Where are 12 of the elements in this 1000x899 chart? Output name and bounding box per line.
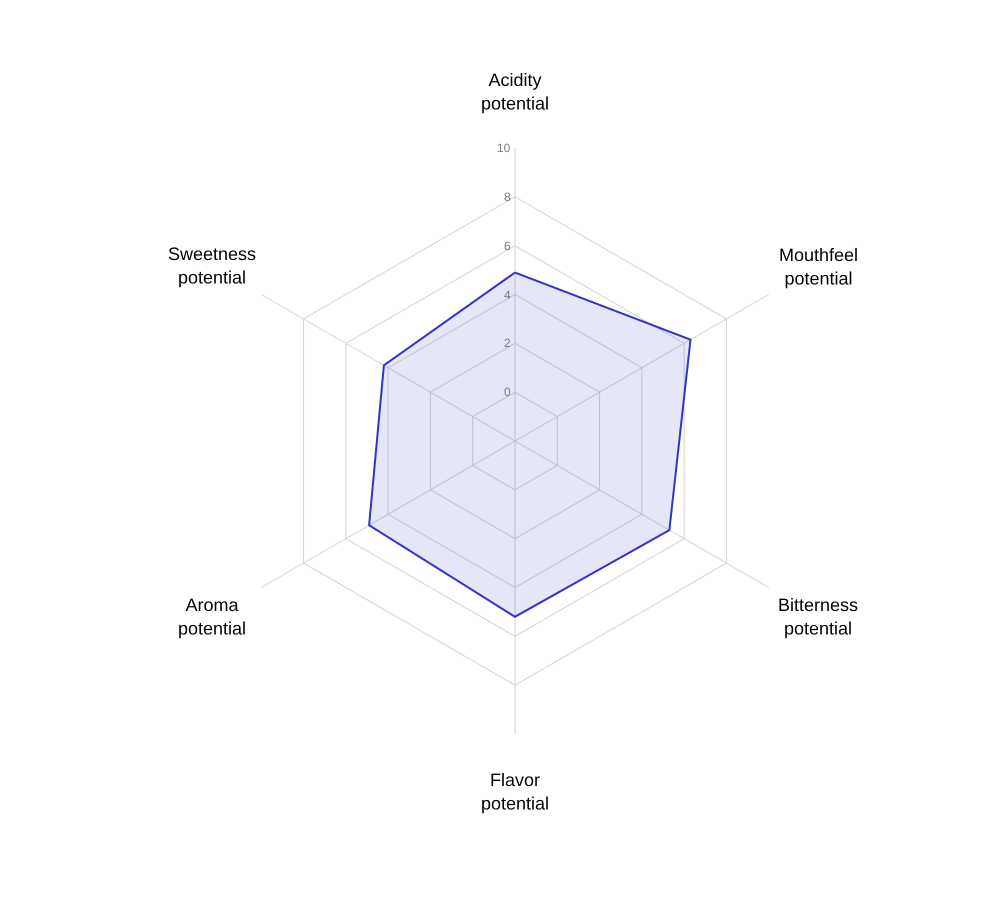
y-tick-label: 8 <box>504 190 511 204</box>
y-tick-label: 6 <box>504 239 511 253</box>
y-tick-label: 4 <box>504 288 511 302</box>
spoke-label: Aroma potential <box>178 595 246 638</box>
spoke-label: Bitterness potential <box>778 595 858 638</box>
spoke-label: Sweetness potential <box>168 244 256 288</box>
spoke-label: Flavor potential <box>481 770 550 814</box>
y-tick-label: 0 <box>504 385 511 399</box>
spoke-label: Mouthfeel potential <box>779 245 858 288</box>
y-tick-label: 2 <box>504 336 511 350</box>
y-tick-label: 10 <box>497 141 511 155</box>
spoke-label: Acidity potential <box>481 70 550 114</box>
